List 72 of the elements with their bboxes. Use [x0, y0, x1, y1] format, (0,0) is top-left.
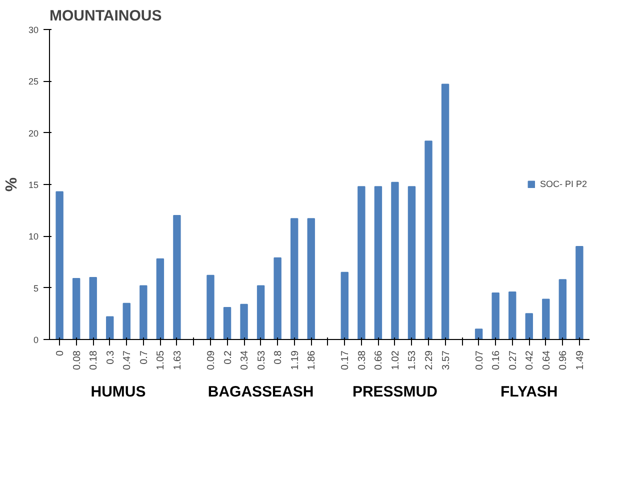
- bar: [525, 313, 533, 340]
- y-tick-label: 15: [28, 180, 39, 190]
- text: FLYASH: [500, 384, 558, 400]
- x-tick-label: 0.8: [273, 350, 284, 364]
- y-tick-label: 25: [28, 76, 39, 87]
- x-tick-label: 0.38: [356, 350, 368, 370]
- x-tick-label: 0.47: [122, 350, 134, 370]
- bar: [274, 257, 282, 340]
- bar: [441, 84, 450, 340]
- bar: [391, 182, 399, 340]
- legend-label: SOC- PI P2: [540, 179, 587, 189]
- x-tick-label: 0: [55, 350, 66, 356]
- bar: [240, 304, 248, 340]
- bar: [576, 246, 584, 340]
- x-tick-label: 0.7: [138, 350, 150, 364]
- bar: [424, 140, 432, 340]
- x-tick-label: 1.86: [306, 350, 318, 370]
- x-tick-label: 1.53: [407, 350, 418, 370]
- bar: [156, 258, 164, 340]
- x-tick-label: 1.19: [290, 350, 301, 370]
- x-tick-label: 0.66: [374, 350, 385, 370]
- x-tick-label: 1.02: [390, 350, 402, 370]
- x-tick-label: 0.2: [222, 350, 234, 364]
- y-tick-label: 10: [28, 232, 39, 242]
- bar: [56, 191, 64, 340]
- x-tick-label: 0.16: [491, 350, 502, 370]
- x-tick-label: 0.53: [256, 350, 268, 370]
- bar: [492, 292, 500, 340]
- text: HUMUS: [90, 384, 146, 400]
- x-tick-label: 0.34: [240, 350, 251, 370]
- y-tick-label: 5: [33, 283, 39, 294]
- text: BAGASSEASH: [208, 384, 314, 400]
- y-tick-label: 30: [28, 25, 39, 35]
- x-tick-label: 0.09: [206, 350, 217, 370]
- text: PRESSMUD: [352, 384, 438, 400]
- x-tick-label: 0.3: [105, 350, 116, 364]
- x-tick-label: 1.05: [156, 350, 167, 370]
- x-tick-label: 0.07: [474, 350, 486, 370]
- bar: [89, 277, 97, 340]
- x-tick-label: 2.29: [424, 350, 436, 370]
- x-tick-label: 1.63: [172, 350, 184, 370]
- bar: [256, 285, 265, 340]
- bar: [340, 272, 349, 340]
- bar: [106, 316, 114, 340]
- x-tick-label: 0.96: [558, 350, 570, 370]
- bar: [173, 215, 181, 340]
- bar: [140, 285, 148, 340]
- x-tick-label: 0.17: [340, 350, 352, 370]
- x-tick-label: 0.08: [72, 350, 83, 370]
- y-tick-label: 0: [33, 335, 39, 345]
- y-tick-label: 20: [28, 128, 39, 138]
- bar: [508, 291, 516, 340]
- x-tick-label: 0.64: [541, 350, 552, 370]
- x-tick-label: 0.27: [508, 350, 519, 370]
- bar: [374, 186, 382, 340]
- x-tick-label: 1.49: [574, 350, 586, 370]
- bar: [206, 274, 214, 340]
- chart-title: MOUNTAINOUS: [50, 8, 162, 24]
- bar: [72, 278, 80, 340]
- bar: [558, 279, 567, 340]
- bar: [290, 218, 298, 340]
- bar: [474, 328, 483, 340]
- bar: [542, 298, 550, 340]
- y-axis-title: %: [3, 177, 20, 192]
- bar: [122, 302, 130, 340]
- bar: [223, 306, 232, 340]
- bar: [307, 218, 315, 340]
- bar: [358, 186, 366, 340]
- x-tick-label: 0.18: [88, 350, 100, 370]
- bar: [408, 186, 416, 340]
- x-tick-label: 3.57: [440, 350, 452, 370]
- x-tick-label: 0.42: [524, 350, 536, 370]
